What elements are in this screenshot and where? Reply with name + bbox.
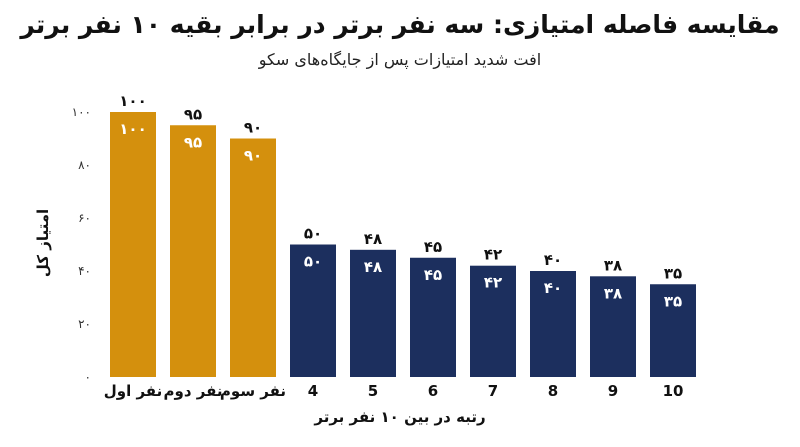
y-tick-label: ۱۰۰ [72,105,91,119]
x-category-label: نفر اول [104,382,162,400]
bar [530,271,576,377]
chart-subtitle: افت شدید امتیازات پس از جایگاه‌های سکو [258,50,542,69]
bar-value-label: ۹۵ [184,105,202,123]
bar [350,249,396,377]
x-category-label: 9 [608,382,618,400]
bar [290,244,336,377]
bar [590,276,636,377]
y-axis-ticks: ۰ ۲۰ ۴۰ ۶۰ ۸۰ ۱۰۰ [72,105,91,384]
x-category-label: نفر دوم [164,382,223,400]
bar-value-label-inner: ۳۵ [664,292,682,310]
bar [470,265,516,377]
bar-value-label: ۵۰ [304,225,322,243]
y-tick-label: ۲۰ [78,317,91,331]
bar-value-label-inner: ۱۰۰ [119,120,146,138]
x-category-label: 6 [428,382,438,400]
bar-value-label-inner: ۹۰ [244,147,262,165]
chart-title: مقایسه فاصله امتیازی: سه نفر برتر در برا… [20,10,780,39]
bar [650,284,696,377]
bar-value-label-inner: ۴۸ [364,258,382,276]
bar-value-label: ۳۵ [664,264,682,282]
bar-value-label-inner: ۴۲ [484,274,502,292]
bar-value-label: ۹۰ [244,119,262,137]
bar-value-label-inner: ۴۰ [544,279,562,297]
bar-value-label-inner: ۳۸ [604,284,622,302]
bar [410,257,456,377]
bar-value-label-inner: ۴۵ [424,266,442,284]
bar-value-label: ۴۲ [484,246,502,264]
bar-value-label: ۴۸ [364,230,382,248]
y-axis-title: امتیاز کل [34,209,52,277]
x-category-label: نفر سوم [220,382,286,400]
bar-value-label: ۴۰ [544,251,562,269]
bar [110,112,156,377]
data-labels: ۱۰۰ ۱۰۰ ۹۵ ۹۵ ۹۰ ۹۰ ۵۰ ۵۰ ۴۸ ۴۸ ۴۵ ۴۵ ۴۲ ۴۲ ۴۰ ۴۰ ۳۸ ۳۸ ۳۵… [119,92,682,310]
bar-value-label-inner: ۹۵ [184,133,202,151]
x-category-label: 8 [548,382,558,400]
bars [110,112,696,377]
bar [230,138,276,377]
y-tick-label: ۶۰ [78,211,91,225]
x-axis-title: رتبه در بین ۱۰ نفر برتر [313,408,485,426]
x-category-label: 5 [368,382,378,400]
x-category-label: 7 [488,382,498,400]
bar [170,125,216,377]
x-category-label: 10 [663,382,684,400]
bar-value-label: ۱۰۰ [119,92,146,110]
y-tick-label: ۴۰ [78,264,91,278]
y-tick-label: ۸۰ [78,158,91,172]
y-tick-label: ۰ [85,370,91,384]
bar-value-label: ۳۸ [604,256,622,274]
x-category-label: 4 [308,382,318,400]
bar-value-label: ۴۵ [424,238,442,256]
bar-value-label-inner: ۵۰ [304,253,322,271]
